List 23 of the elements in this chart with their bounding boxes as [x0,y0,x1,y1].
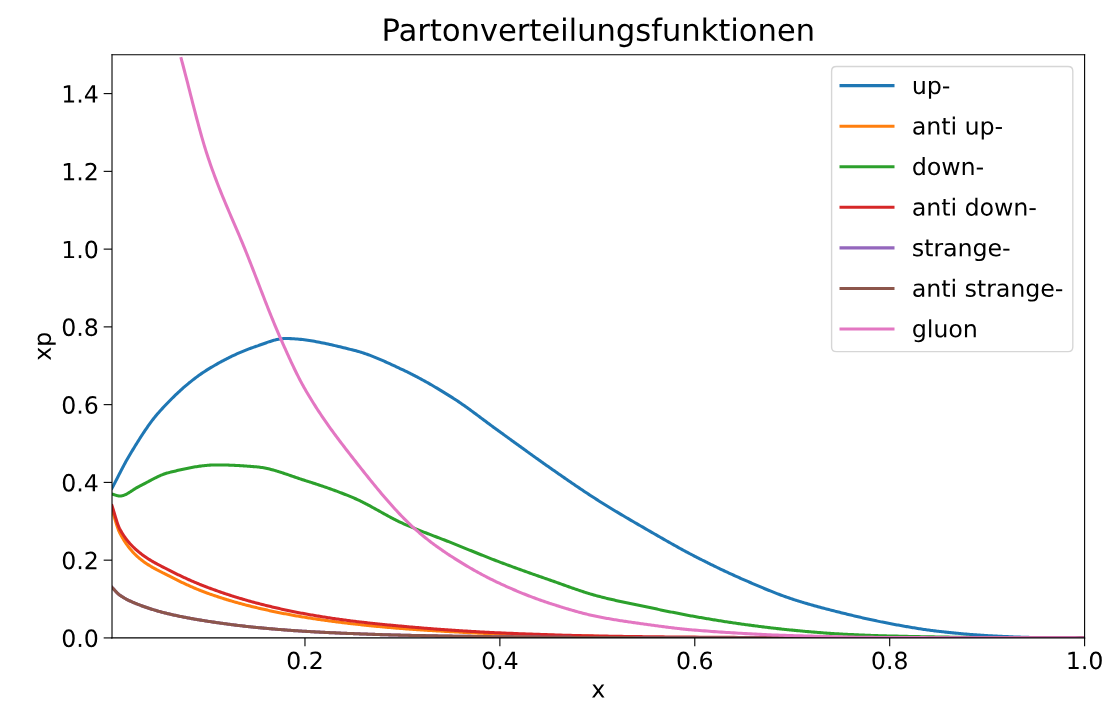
legend-label: anti strange- [913,278,1063,302]
legend-label: down- [913,157,983,176]
legend-label: anti up- [913,116,1002,140]
x-tick-label: 0.6 [677,651,713,670]
y-tick-label: 0.4 [62,473,98,492]
y-tick-label: 1.0 [63,240,98,259]
legend-label: strange- [913,239,1010,262]
y-tick-label: 0.8 [62,318,98,337]
y-axis-title: xp [37,333,56,361]
legend-label: anti down- [913,197,1036,216]
legend-label: gluon [913,319,976,343]
y-tick-label: 1.2 [63,162,97,181]
x-tick-label: 0.4 [482,651,518,670]
x-tick-label: 1.0 [1068,651,1102,670]
y-tick-label: 0.2 [62,551,97,570]
y-tick-label: 0.0 [62,629,98,648]
x-tick-label: 0.2 [287,651,322,670]
legend-label: up- [913,80,950,99]
y-tick-label: 0.6 [62,396,98,414]
x-tick-label: 0.8 [872,651,907,670]
chart-title: Partonverteilungsfunktionen [384,17,813,48]
x-axis-title: x [592,684,605,698]
y-tick-label: 1.4 [63,85,98,103]
